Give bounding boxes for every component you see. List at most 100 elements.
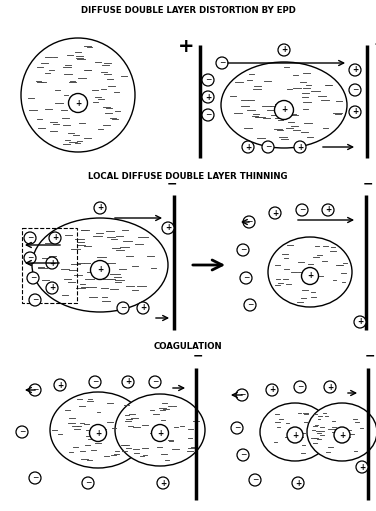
Ellipse shape (115, 394, 205, 466)
Text: +: + (352, 107, 358, 117)
Ellipse shape (50, 392, 146, 468)
Text: −: − (373, 37, 376, 52)
Text: −: − (27, 253, 33, 263)
Circle shape (16, 426, 28, 438)
Text: +: + (352, 65, 358, 75)
Text: −: − (247, 300, 253, 310)
Circle shape (24, 252, 36, 264)
Text: +: + (97, 266, 103, 274)
Circle shape (49, 232, 61, 244)
Text: −: − (32, 385, 38, 394)
Circle shape (356, 461, 368, 473)
Text: +: + (292, 430, 298, 439)
Circle shape (231, 422, 243, 434)
Circle shape (202, 91, 214, 103)
Text: +: + (140, 304, 146, 313)
Circle shape (122, 376, 134, 388)
Circle shape (292, 477, 304, 489)
Text: +: + (49, 259, 55, 267)
Circle shape (54, 379, 66, 391)
Text: +: + (359, 462, 365, 472)
Circle shape (274, 101, 294, 120)
Text: +: + (272, 208, 278, 218)
Text: +: + (295, 478, 301, 487)
Circle shape (29, 294, 41, 306)
Circle shape (240, 272, 252, 284)
Text: −: − (27, 234, 33, 243)
Circle shape (243, 216, 255, 228)
Text: +: + (75, 99, 81, 107)
Text: +: + (281, 105, 287, 114)
Circle shape (349, 84, 361, 96)
Text: −: − (32, 295, 38, 305)
Circle shape (27, 272, 39, 284)
Circle shape (278, 44, 290, 56)
Text: −: − (299, 205, 305, 215)
Circle shape (89, 425, 106, 442)
Text: −: − (243, 273, 249, 283)
Circle shape (324, 381, 336, 393)
Text: +: + (177, 37, 194, 56)
Circle shape (237, 449, 249, 461)
Text: +: + (281, 45, 287, 55)
Circle shape (354, 316, 366, 328)
Circle shape (216, 57, 228, 69)
Text: +: + (327, 383, 333, 391)
Text: −: − (120, 304, 126, 313)
Text: −: − (152, 378, 158, 386)
Circle shape (242, 141, 254, 153)
Text: +: + (57, 381, 63, 389)
Circle shape (302, 267, 318, 285)
Ellipse shape (268, 237, 352, 307)
Circle shape (349, 64, 361, 76)
Text: −: − (252, 476, 258, 484)
Ellipse shape (260, 403, 330, 461)
Circle shape (21, 38, 135, 152)
Text: DIFFUSE DOUBLE LAYER DISTORTION BY EPD: DIFFUSE DOUBLE LAYER DISTORTION BY EPD (80, 6, 296, 15)
Text: −: − (365, 350, 375, 363)
Text: −: − (297, 383, 303, 391)
Circle shape (269, 207, 281, 219)
Circle shape (202, 109, 214, 121)
Circle shape (266, 384, 278, 396)
Text: +: + (245, 143, 251, 151)
Circle shape (162, 222, 174, 234)
Circle shape (82, 477, 94, 489)
Circle shape (262, 141, 274, 153)
Circle shape (349, 106, 361, 118)
Text: +: + (52, 234, 58, 243)
Text: +: + (160, 478, 166, 487)
Text: −: − (32, 474, 38, 482)
Text: −: − (246, 218, 252, 226)
Text: −: − (205, 110, 211, 120)
Circle shape (137, 302, 149, 314)
Text: +: + (297, 143, 303, 151)
Circle shape (296, 204, 308, 216)
Text: +: + (95, 429, 101, 437)
Circle shape (294, 141, 306, 153)
Circle shape (149, 376, 161, 388)
Text: +: + (165, 223, 171, 233)
Circle shape (46, 257, 58, 269)
Circle shape (152, 425, 168, 442)
Text: +: + (205, 92, 211, 102)
Text: COAGULATION: COAGULATION (154, 342, 222, 351)
Text: +: + (357, 317, 363, 327)
Circle shape (29, 472, 41, 484)
Text: +: + (325, 205, 331, 215)
Text: −: − (92, 378, 98, 386)
Bar (22, 228, 77, 303)
Text: −: − (240, 245, 246, 254)
Text: −: − (265, 143, 271, 151)
Text: +: + (339, 430, 345, 439)
Circle shape (46, 282, 58, 294)
Circle shape (24, 232, 36, 244)
Text: −: − (205, 76, 211, 84)
Text: −: − (85, 478, 91, 487)
Text: −: − (239, 390, 245, 400)
Text: +: + (307, 271, 313, 281)
Circle shape (236, 389, 248, 401)
Text: −: − (219, 58, 225, 67)
Text: +: + (49, 284, 55, 292)
Text: −: − (240, 451, 246, 459)
